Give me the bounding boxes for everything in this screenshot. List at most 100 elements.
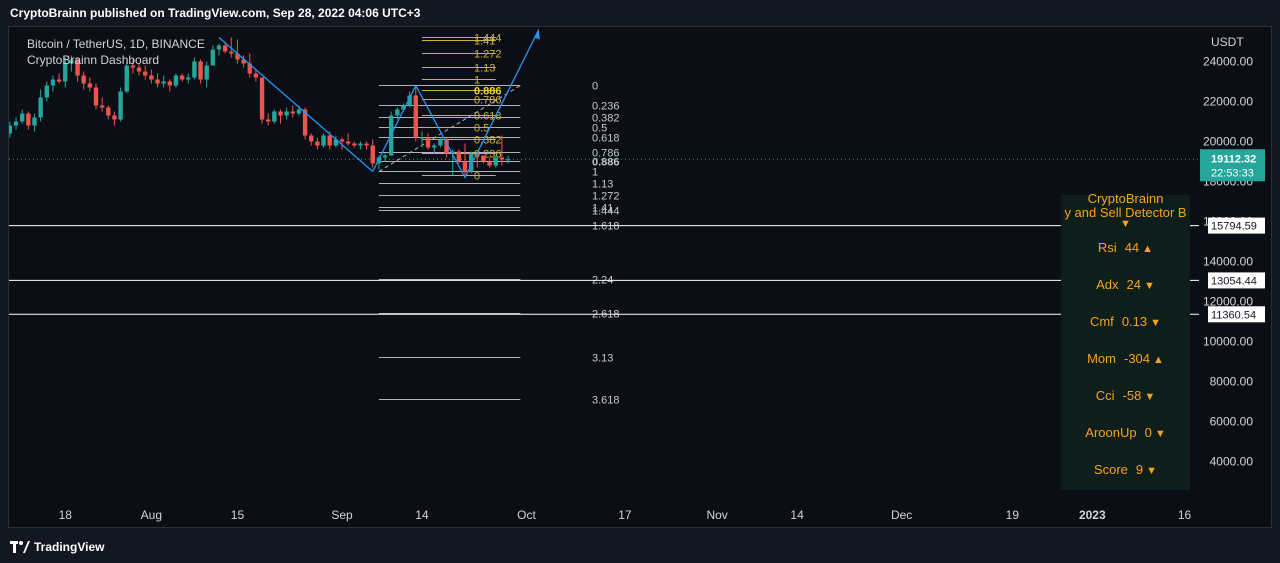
arrow-up-icon: ▲ [1153,354,1164,366]
candle-body[interactable] [278,111,283,116]
candle-body[interactable] [407,95,412,106]
footer: TradingView [0,530,1280,563]
candle-body[interactable] [413,95,418,138]
candle-body[interactable] [438,139,443,146]
candle-body[interactable] [266,119,271,122]
symbol-legend[interactable]: Bitcoin / TetherUS, 1D, BINANCE [27,37,205,51]
candle-body[interactable] [44,85,49,98]
candle-body[interactable] [505,159,511,161]
candle-body[interactable] [130,65,136,68]
candle-body[interactable] [462,161,468,172]
candle-body[interactable] [99,105,105,108]
candle-body[interactable] [186,77,191,80]
candle-body[interactable] [401,105,406,110]
candle-body[interactable] [382,155,388,158]
candle-body[interactable] [50,79,56,86]
candle-body[interactable] [358,143,363,146]
candle-body[interactable] [419,137,425,139]
candle-body[interactable] [161,81,166,84]
candle-body[interactable] [32,117,37,126]
publication-header: CryptoBrainn published on TradingView.co… [0,0,1280,26]
candle-body[interactable] [468,153,474,172]
candle-body[interactable] [136,67,142,72]
candle-body[interactable] [339,139,345,142]
candle-body[interactable] [259,77,265,120]
candle-body[interactable] [370,145,375,164]
candle-body[interactable] [56,79,62,82]
candle-body[interactable] [444,139,449,154]
candle-body[interactable] [395,109,400,116]
candle-body[interactable] [143,71,148,76]
candle-body[interactable] [481,155,486,162]
candle-body[interactable] [290,111,295,114]
candle-body[interactable] [235,53,240,60]
candle-body[interactable] [309,135,314,142]
candle-body[interactable] [112,115,117,120]
fib-level-label: 0.236 [592,101,620,113]
candle-body[interactable] [167,81,172,86]
dashboard-row-label: Rsi [1097,240,1117,255]
candle-body[interactable] [26,113,31,126]
candle-body[interactable] [302,109,308,136]
candle-body[interactable] [124,65,129,92]
projection-path[interactable] [372,29,540,179]
candle-body[interactable] [204,65,209,80]
candle-body[interactable] [247,63,252,74]
candle-body[interactable] [93,87,99,106]
candle-body[interactable] [69,59,74,64]
level-price-box [1208,272,1265,289]
candle-body[interactable] [432,145,437,148]
x-tick-label: Sep [331,508,353,522]
candle-body[interactable] [450,151,455,154]
fib-level-label: 0 [592,81,598,93]
candle-body[interactable] [296,109,302,114]
candle-body[interactable] [475,153,480,156]
candle-body[interactable] [425,137,431,148]
candle-body[interactable] [118,91,123,120]
candle-body[interactable] [149,75,154,80]
candle-body[interactable] [106,107,111,116]
candle-body[interactable] [272,111,277,122]
fib-level-label: 0.618 [592,133,620,145]
candle-body[interactable] [241,59,246,64]
footer-brand: TradingView [34,539,105,554]
candle-body[interactable] [284,111,289,116]
candle-body[interactable] [493,157,498,166]
candle-body[interactable] [456,151,462,162]
candle-body[interactable] [75,59,80,76]
tradingview-logo-icon[interactable] [10,540,30,553]
candle-body[interactable] [229,51,234,54]
dashboard-row-label: Cmf [1089,314,1114,329]
candle-body[interactable] [179,75,185,80]
candle-body[interactable] [327,135,332,146]
x-tick-label: 14 [415,508,429,522]
candle-body[interactable] [352,143,357,146]
candle-body[interactable] [20,113,25,122]
candle-body[interactable] [345,141,351,144]
candle-body[interactable] [216,45,222,50]
candle-body[interactable] [13,121,19,126]
x-tick-label: 16 [1178,508,1192,522]
candle-body[interactable] [87,83,93,88]
indicator-legend[interactable]: CryptoBrainn Dashboard [27,53,160,67]
candle-body[interactable] [81,75,86,84]
candle-body[interactable] [192,61,197,78]
candle-body[interactable] [253,73,259,78]
candle-body[interactable] [487,161,492,166]
trend-line-down[interactable] [218,37,374,172]
candle-body[interactable] [63,63,68,82]
dashboard-row-label: Cci [1095,388,1115,403]
candle-body[interactable] [321,135,326,146]
candle-body[interactable] [155,79,160,84]
candle-body[interactable] [38,97,43,118]
candle-body[interactable] [210,49,216,66]
candle-body[interactable] [499,157,505,160]
price-chart[interactable]: 4000.006000.008000.0010000.0012000.00140… [9,27,1273,529]
candle-body[interactable] [333,139,339,146]
candle-body[interactable] [315,141,320,146]
candle-body[interactable] [222,45,228,52]
candle-body[interactable] [9,125,13,134]
candle-body[interactable] [364,143,369,146]
candle-body[interactable] [173,75,179,86]
candle-body[interactable] [198,61,203,80]
